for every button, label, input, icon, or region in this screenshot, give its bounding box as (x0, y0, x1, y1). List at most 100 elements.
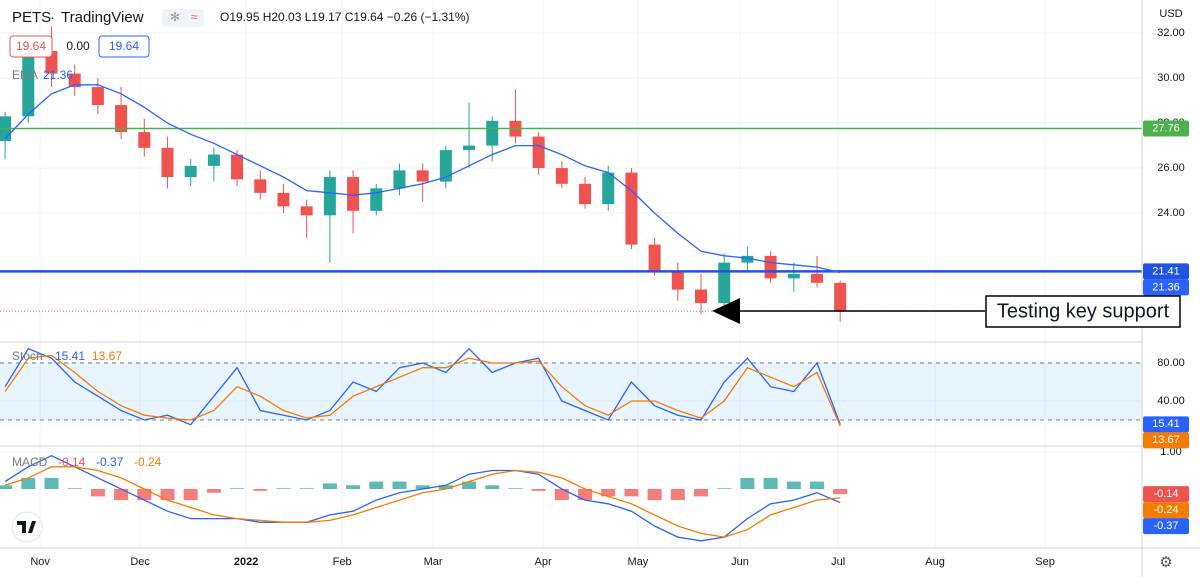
histogram-bar (160, 488, 175, 501)
panes (0, 26, 1142, 542)
annotation: Testing key support (997, 300, 1170, 322)
annotation-arrowhead (712, 298, 740, 324)
histogram-bar (601, 488, 616, 497)
sell-button[interactable] (9, 35, 53, 58)
histogram-bar (485, 485, 500, 489)
stoch-k-value: 15.41 (55, 349, 85, 363)
price-badge-label: 15.41 (1152, 418, 1180, 430)
price-badge (1143, 518, 1189, 535)
histogram-bar (462, 481, 477, 489)
candle-body (393, 170, 406, 189)
y-tick-label: 40.00 (1157, 395, 1185, 407)
histogram-bar (717, 488, 732, 489)
currency[interactable]: USD (1159, 8, 1182, 20)
x-tick-label: May (628, 556, 649, 568)
source: TradingView (61, 9, 144, 26)
histogram-bar (786, 481, 801, 489)
price-badge-label: 21.36 (1152, 281, 1180, 293)
histogram-bar (230, 488, 245, 489)
ohlc: O19.95 H20.03 L19.17 C19.64 −0.26 (−1.31… (220, 10, 470, 24)
macd-legend: MACD (12, 455, 48, 469)
histogram-bar (531, 488, 546, 491)
x-tick-label: Mar (424, 556, 443, 568)
icon: ≈ (191, 10, 198, 24)
y-tick-label: 1.00 (1160, 446, 1181, 458)
price-badge (1143, 279, 1189, 296)
histogram-bar (554, 488, 569, 501)
macd-line (4, 466, 841, 538)
settings-icon[interactable]: ⚙ (1159, 554, 1172, 571)
histogram-bar (137, 488, 152, 501)
buy-button[interactable] (98, 35, 150, 58)
candle-body (115, 105, 128, 133)
candle-body (22, 51, 35, 117)
spread: 0.00 (66, 39, 90, 53)
x-tick-label: Feb (333, 556, 352, 568)
candle-body (439, 150, 452, 182)
stoch-d-value: 13.67 (92, 349, 122, 363)
price-badge-label: 27.76 (1152, 122, 1180, 134)
candle-body (787, 273, 800, 279)
price-badge (1143, 502, 1189, 519)
stoch-band (0, 362, 1142, 420)
ema-legend: EMA (12, 68, 38, 82)
histogram-bar (0, 485, 13, 489)
price-badge-label: -0.37 (1153, 520, 1178, 532)
separator: · (50, 9, 55, 26)
histogram-bar (670, 488, 685, 501)
histogram-bar (299, 488, 314, 489)
candle-body (161, 147, 174, 178)
x-tick-label: Dec (130, 556, 150, 568)
macd-value: -0.37 (96, 455, 124, 469)
candle-body (741, 255, 754, 263)
x-tick-label: Aug (925, 556, 945, 568)
candle-body (68, 73, 81, 88)
y-tick-label: 30.00 (1157, 72, 1185, 84)
price-badge (1143, 263, 1189, 280)
icon: ✻ (170, 10, 180, 24)
candle-body (231, 154, 244, 180)
histogram-bar (415, 485, 430, 489)
x-tick-label: Jun (731, 556, 749, 568)
candle-body (671, 271, 684, 290)
tradingview-logo[interactable] (11, 511, 43, 543)
status-icons[interactable] (162, 9, 204, 27)
histogram-bar (833, 488, 848, 495)
candle-body (695, 289, 708, 304)
candle-body (648, 244, 661, 272)
x-tick-label: Sep (1035, 556, 1055, 568)
candle-body (184, 165, 197, 178)
price-badge-label: 13.67 (1152, 434, 1180, 446)
candle-body (277, 192, 290, 207)
y-tick-label: 80.00 (1157, 357, 1185, 369)
candle-body (347, 177, 360, 211)
candle-body (207, 154, 220, 166)
histogram-bar (44, 477, 59, 489)
x-tick-label: Jul (831, 556, 845, 568)
ema-value: 21.36 (43, 68, 73, 82)
ema-line (4, 84, 841, 274)
y-tick-label: 32.00 (1157, 27, 1185, 39)
candle-body (323, 177, 336, 216)
histogram-bar (206, 488, 221, 493)
grid (0, 0, 1142, 548)
candle-body (625, 172, 638, 245)
price-badge (1143, 416, 1189, 433)
histogram-bar (624, 488, 639, 497)
candle-body (602, 172, 615, 205)
candle-body (370, 188, 383, 211)
histogram-bar (21, 477, 36, 489)
histogram-bar (810, 481, 825, 489)
histogram-bar (438, 485, 453, 489)
histogram-bar (369, 481, 384, 489)
candle-body (300, 206, 313, 216)
price-badge-label: -0.14 (1153, 488, 1178, 500)
stoch-line (4, 347, 841, 426)
y-tick-label: 24.00 (1157, 207, 1185, 219)
price-badge-label: 21.41 (1152, 265, 1180, 277)
histogram-bar (67, 488, 82, 489)
price-badge (1143, 486, 1189, 503)
candle-body (416, 170, 429, 182)
